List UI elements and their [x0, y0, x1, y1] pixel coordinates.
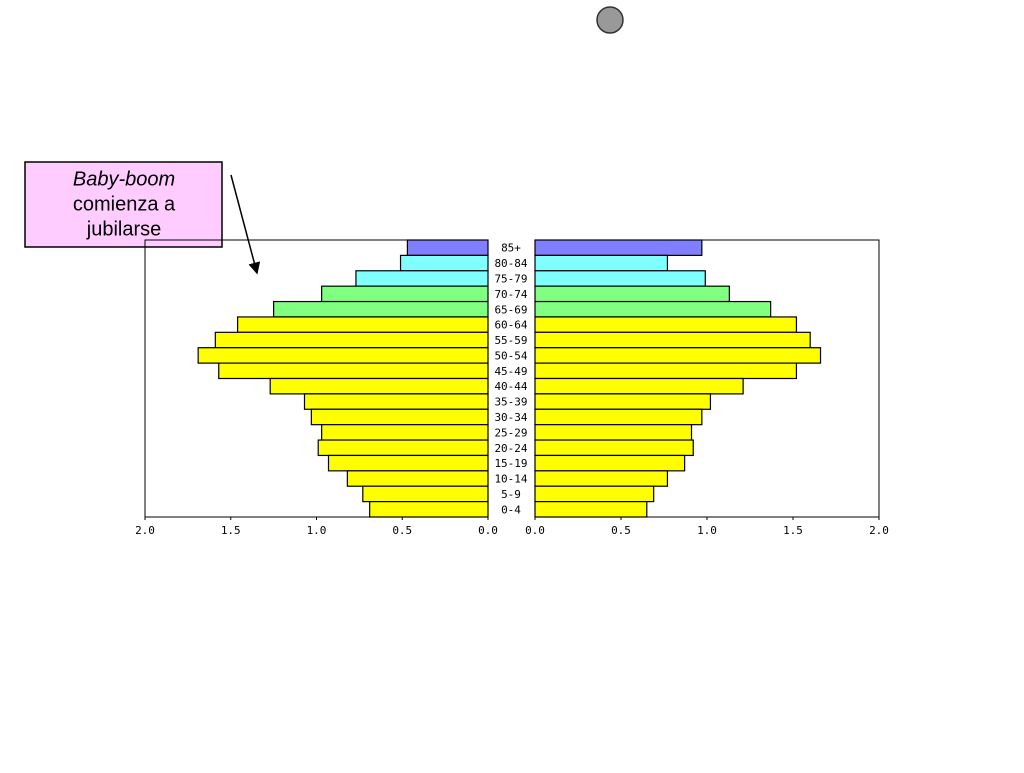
bar [534, 347, 822, 364]
bar [534, 300, 772, 318]
bar [534, 254, 669, 272]
x-tick-label: 1.5 [221, 524, 241, 537]
category-label: 80-84 [494, 257, 527, 270]
bar [237, 316, 489, 333]
bar [346, 470, 489, 487]
bar [534, 501, 648, 518]
x-tick-label: 1.5 [783, 524, 803, 537]
bar [534, 285, 730, 303]
category-label: 35-39 [494, 396, 527, 409]
x-tick-label: 2.0 [869, 524, 889, 537]
annotation-box [24, 161, 223, 248]
x-tick-label: 0.0 [478, 524, 498, 537]
bar [214, 331, 489, 349]
bar [303, 393, 489, 410]
bar [321, 424, 489, 441]
category-label: 70-74 [494, 288, 527, 301]
category-label: 60-64 [494, 319, 527, 332]
bar [534, 316, 798, 333]
category-label: 15-19 [494, 457, 527, 470]
bar [534, 270, 706, 287]
bar [534, 377, 744, 395]
category-label: 10-14 [494, 473, 527, 486]
x-tick-label: 1.0 [307, 524, 327, 537]
annotation-text: jubilarse [86, 218, 161, 240]
bar [327, 454, 489, 472]
category-label: 30-34 [494, 411, 527, 424]
bar [534, 239, 703, 256]
bar [534, 362, 798, 380]
annotation-text: Baby-boom [73, 168, 175, 190]
plot: 0.0 0.5 1.0 1.5 2.0 0.0 0.5 1.0 1.5 2.0 85+ 80-84 75… [135, 239, 889, 537]
x-tick-label: 2.0 [135, 524, 155, 537]
x-tick-label: 0.5 [611, 524, 631, 537]
bar [534, 331, 811, 349]
x-tick-label: 1.0 [697, 524, 717, 537]
bar [534, 408, 703, 426]
annotation-text: comienza a [73, 193, 176, 215]
bar [317, 439, 489, 457]
pointer-dot [596, 6, 624, 34]
category-label: 25-29 [494, 426, 527, 439]
x-tick-label: 0.5 [392, 524, 412, 537]
bar [321, 285, 489, 303]
bar [534, 454, 686, 472]
category-label: 40-44 [494, 380, 527, 393]
category-label: 65-69 [494, 303, 527, 316]
bar [399, 254, 489, 272]
bar [534, 485, 655, 503]
bar [362, 485, 489, 503]
category-label: 85+ [501, 242, 521, 255]
bar [534, 424, 693, 441]
x-tick-label: 0.0 [525, 524, 545, 537]
bar [197, 347, 489, 364]
bar [310, 408, 489, 426]
bar [406, 239, 489, 256]
bar [273, 300, 489, 318]
bar [355, 270, 489, 287]
category-label: 50-54 [494, 349, 527, 362]
bar [534, 393, 712, 410]
category-label: 75-79 [494, 272, 527, 285]
category-label: 0-4 [501, 503, 521, 516]
bar [269, 377, 489, 395]
category-label: 5-9 [501, 488, 521, 501]
category-label: 45-49 [494, 365, 527, 378]
bar [369, 501, 489, 518]
bar [218, 362, 489, 380]
annotation-arrow [230, 174, 261, 275]
bar [534, 470, 669, 487]
bar [534, 439, 694, 457]
category-label: 20-24 [494, 442, 527, 455]
category-label: 55-59 [494, 334, 527, 347]
